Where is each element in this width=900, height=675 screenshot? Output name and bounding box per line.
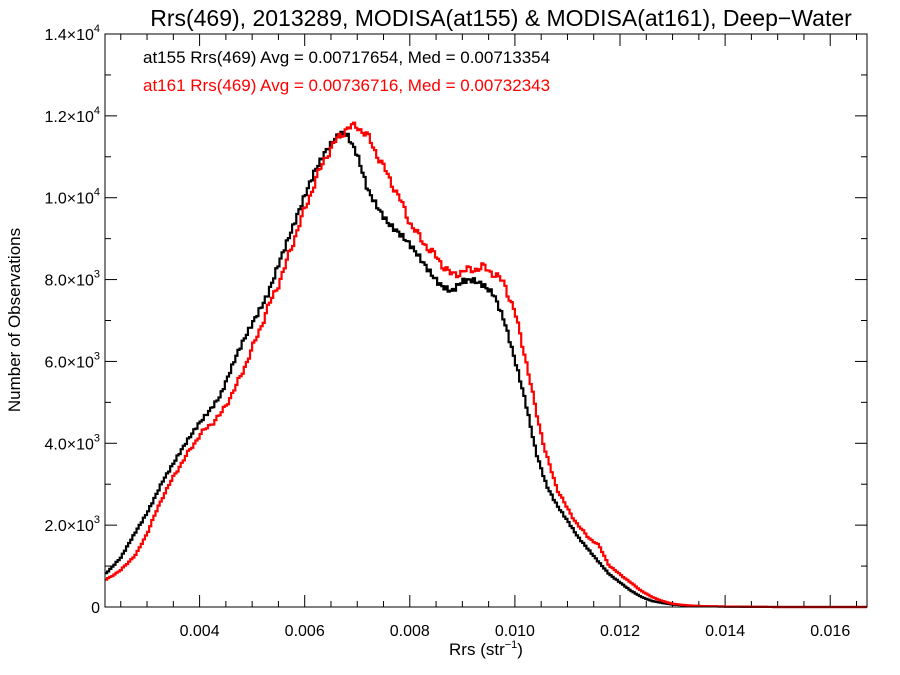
annotation-red-text: at161 Rrs(469) Avg = 0.00736716, Med = 0… bbox=[143, 76, 550, 95]
x-tick-label: 0.010 bbox=[495, 623, 535, 640]
y-tick-mantissa: 1.0×10 bbox=[44, 191, 93, 208]
annotation-red: at161 Rrs(469) Avg = 0.00736716, Med = 0… bbox=[143, 76, 550, 95]
x-axis-label-main: Rrs (str bbox=[449, 640, 505, 659]
y-tick-exponent: 3 bbox=[94, 350, 100, 362]
y-tick-exponent: 4 bbox=[94, 105, 100, 117]
y-axis-label: Number of Observations bbox=[5, 228, 24, 412]
x-axis-label-close: ) bbox=[517, 640, 523, 659]
y-tick-mantissa: 4.0×10 bbox=[44, 436, 93, 453]
x-tick-label: 0.006 bbox=[285, 623, 325, 640]
y-tick-mantissa: 2.0×10 bbox=[44, 518, 93, 535]
y-tick-label: 8.0×103 bbox=[44, 269, 100, 290]
y-tick-label: 0 bbox=[91, 600, 100, 617]
y-tick-label: 2.0×103 bbox=[44, 514, 100, 535]
chart-title: Rrs(469), 2013289, MODISA(at155) & MODIS… bbox=[150, 5, 852, 31]
y-tick-exponent: 3 bbox=[94, 432, 100, 444]
x-tick-label: 0.004 bbox=[180, 623, 220, 640]
y-tick-exponent: 3 bbox=[94, 514, 100, 526]
x-tick-label: 0.008 bbox=[390, 623, 430, 640]
x-tick-label: 0.012 bbox=[600, 623, 640, 640]
y-tick-mantissa: 8.0×10 bbox=[44, 273, 93, 290]
plot-frame bbox=[104, 33, 868, 608]
y-tick-mantissa: 1.2×10 bbox=[44, 109, 93, 126]
y-tick-exponent: 4 bbox=[94, 23, 100, 35]
annotation-black: at155 Rrs(469) Avg = 0.00717654, Med = 0… bbox=[143, 48, 550, 67]
series-at161-line bbox=[105, 121, 867, 609]
y-tick-label: 1.2×104 bbox=[44, 105, 100, 126]
x-axis-label-exponent: −1 bbox=[505, 639, 518, 651]
x-axis-ticks: 0.004 0.006 0.008 0.010 0.012 0.014 0.016 bbox=[120, 34, 857, 640]
x-tick-label: 0.014 bbox=[705, 623, 745, 640]
y-tick-label: 4.0×103 bbox=[44, 432, 100, 453]
y-tick-exponent: 3 bbox=[94, 269, 100, 281]
x-axis-label: Rrs (str−1) bbox=[449, 639, 523, 659]
y-axis-ticks: 02.0×1034.0×1036.0×1038.0×1031.0×1041.2×… bbox=[44, 23, 867, 617]
series-at155-line bbox=[105, 130, 867, 609]
y-tick-mantissa: 6.0×10 bbox=[44, 354, 93, 371]
y-tick-exponent: 4 bbox=[94, 187, 100, 199]
series-layer bbox=[105, 121, 867, 609]
y-tick-label: 1.4×104 bbox=[44, 23, 100, 44]
x-tick-label: 0.016 bbox=[810, 623, 850, 640]
y-tick-mantissa: 1.4×10 bbox=[44, 27, 93, 44]
y-tick-label: 1.0×104 bbox=[44, 187, 100, 208]
annotation-black-text: at155 Rrs(469) Avg = 0.00717654, Med = 0… bbox=[143, 48, 550, 67]
y-tick-label: 6.0×103 bbox=[44, 350, 100, 371]
y-tick-mantissa: 0 bbox=[91, 600, 100, 617]
